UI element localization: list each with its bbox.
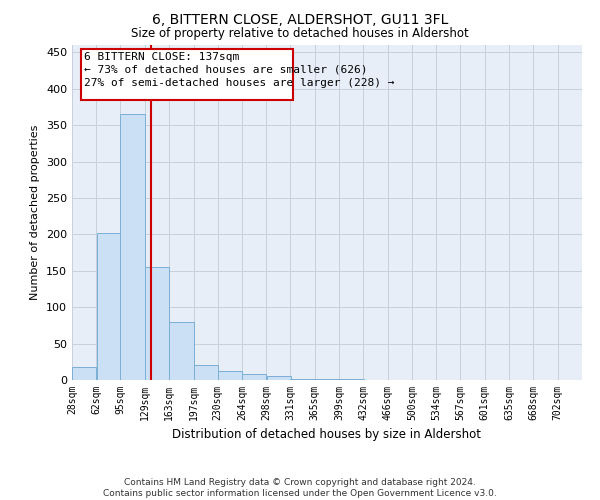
Bar bbox=[242, 374, 266, 380]
Bar bbox=[121, 114, 145, 380]
Bar bbox=[218, 370, 242, 380]
FancyBboxPatch shape bbox=[80, 48, 293, 100]
X-axis label: Distribution of detached houses by size in Aldershot: Distribution of detached houses by size … bbox=[173, 428, 482, 442]
Bar bbox=[169, 322, 194, 380]
Text: Contains HM Land Registry data © Crown copyright and database right 2024.
Contai: Contains HM Land Registry data © Crown c… bbox=[103, 478, 497, 498]
Bar bbox=[72, 367, 97, 380]
Bar bbox=[194, 364, 218, 380]
Text: Size of property relative to detached houses in Aldershot: Size of property relative to detached ho… bbox=[131, 28, 469, 40]
Bar bbox=[290, 378, 314, 380]
Y-axis label: Number of detached properties: Number of detached properties bbox=[31, 125, 40, 300]
Text: 6, BITTERN CLOSE, ALDERSHOT, GU11 3FL: 6, BITTERN CLOSE, ALDERSHOT, GU11 3FL bbox=[152, 12, 448, 26]
Bar bbox=[97, 233, 121, 380]
Bar bbox=[145, 267, 169, 380]
Bar bbox=[266, 376, 291, 380]
Text: 6 BITTERN CLOSE: 137sqm
← 73% of detached houses are smaller (626)
27% of semi-d: 6 BITTERN CLOSE: 137sqm ← 73% of detache… bbox=[83, 52, 394, 88]
